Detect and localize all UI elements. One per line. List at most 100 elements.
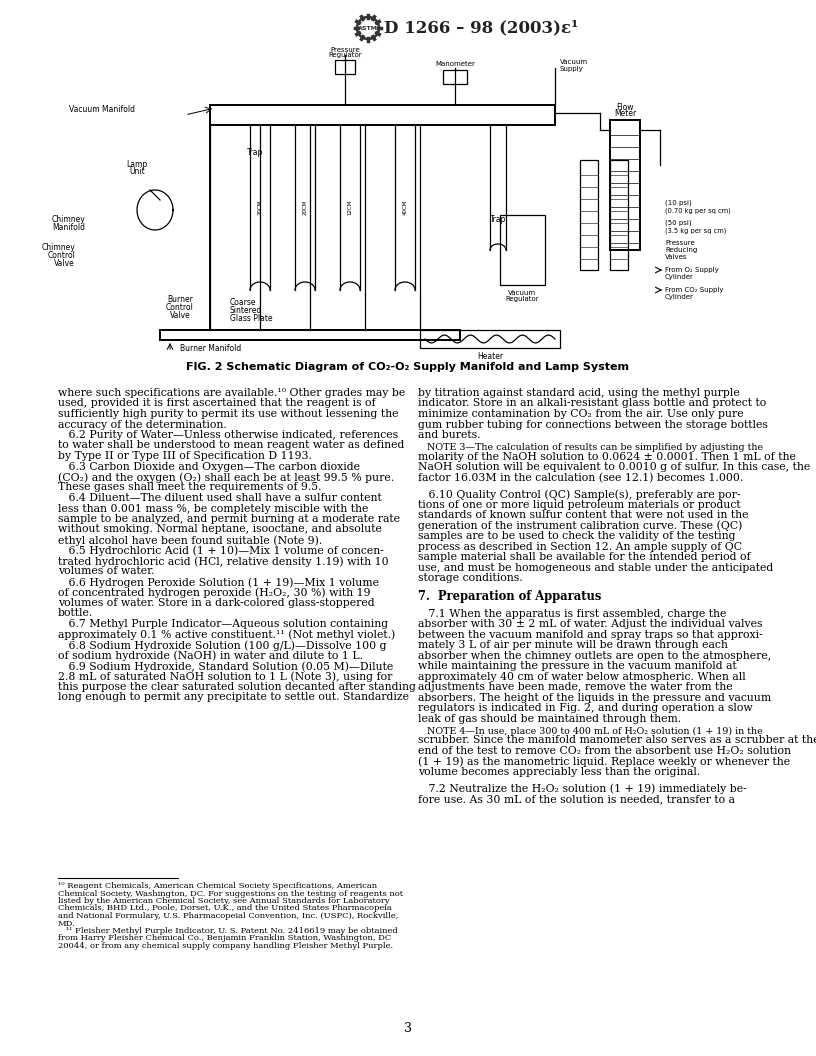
Text: of concentrated hydrogen peroxide (H₂O₂, 30 %) with 19: of concentrated hydrogen peroxide (H₂O₂,… [58, 587, 370, 598]
Text: 6.6 Hydrogen Peroxide Solution (1 + 19)—Mix 1 volume: 6.6 Hydrogen Peroxide Solution (1 + 19)—… [58, 577, 379, 587]
Text: These gases shall meet the requirements of 9.5.: These gases shall meet the requirements … [58, 483, 322, 492]
Text: indicator. Store in an alkali-resistant glass bottle and protect to: indicator. Store in an alkali-resistant … [418, 398, 766, 409]
Text: absorber when the chimney outlets are open to the atmosphere,: absorber when the chimney outlets are op… [418, 650, 771, 661]
Text: where such specifications are available.¹⁰ Other grades may be: where such specifications are available.… [58, 388, 406, 398]
Text: leak of gas should be maintained through them.: leak of gas should be maintained through… [418, 714, 681, 724]
Text: Cylinder: Cylinder [665, 294, 694, 300]
Text: Meter: Meter [614, 109, 636, 118]
Text: accuracy of the determination.: accuracy of the determination. [58, 419, 227, 430]
Text: bottle.: bottle. [58, 608, 93, 619]
Text: Unit: Unit [129, 167, 145, 176]
Bar [335, 60, 355, 74]
Text: 2.8 mL of saturated NaOH solution to 1 L (Note 3), using for: 2.8 mL of saturated NaOH solution to 1 L… [58, 672, 392, 682]
Text: (0.70 kg per sq cm): (0.70 kg per sq cm) [665, 207, 731, 213]
Text: process as described in Section 12. An ample supply of QC: process as described in Section 12. An a… [418, 542, 742, 552]
Text: Chemicals, BHD Ltd., Poole, Dorset, U.K., and the United States Pharmacopeia: Chemicals, BHD Ltd., Poole, Dorset, U.K.… [58, 905, 392, 912]
Text: gum rubber tubing for connections between the storage bottles: gum rubber tubing for connections betwee… [418, 419, 768, 430]
Text: Heater: Heater [477, 352, 503, 361]
Text: (3.5 kg per sq cm): (3.5 kg per sq cm) [665, 227, 726, 233]
Text: standards of known sulfur content that were not used in the: standards of known sulfur content that w… [418, 510, 748, 521]
Text: D 1266 – 98 (2003)ε¹: D 1266 – 98 (2003)ε¹ [384, 19, 579, 37]
Text: Pressure: Pressure [330, 48, 360, 53]
Text: adjustments have been made, remove the water from the: adjustments have been made, remove the w… [418, 682, 733, 693]
Text: Chemical Society, Washington, DC. For suggestions on the testing of reagents not: Chemical Society, Washington, DC. For su… [58, 889, 403, 898]
Text: Control: Control [166, 303, 194, 312]
Text: ASTM: ASTM [358, 25, 378, 31]
Text: Valve: Valve [170, 312, 190, 320]
Text: long enough to permit any precipitate to settle out. Standardize: long enough to permit any precipitate to… [58, 693, 409, 702]
Text: regulators is indicated in Fig. 2, and during operation a slow: regulators is indicated in Fig. 2, and d… [418, 703, 752, 714]
Text: volume becomes appreciably less than the original.: volume becomes appreciably less than the… [418, 767, 700, 777]
Text: NOTE 3—The calculation of results can be simplified by adjusting the: NOTE 3—The calculation of results can be… [418, 442, 763, 452]
Text: while maintaining the pressure in the vacuum manifold at: while maintaining the pressure in the va… [418, 661, 737, 672]
Text: absorber with 30 ± 2 mL of water. Adjust the individual valves: absorber with 30 ± 2 mL of water. Adjust… [418, 620, 762, 629]
Text: 12CM: 12CM [348, 200, 353, 214]
Text: Coarse: Coarse [230, 298, 256, 307]
Text: sample to be analyzed, and permit burning at a moderate rate: sample to be analyzed, and permit burnin… [58, 514, 400, 524]
Text: ¹¹ Fleisher Methyl Purple Indicator, U. S. Patent No. 2416619 may be obtained: ¹¹ Fleisher Methyl Purple Indicator, U. … [58, 927, 397, 935]
Text: volumes of water. Store in a dark-colored glass-stoppered: volumes of water. Store in a dark-colore… [58, 598, 375, 608]
Text: Valves: Valves [665, 254, 688, 260]
Text: minimize contamination by CO₂ from the air. Use only pure: minimize contamination by CO₂ from the a… [418, 409, 743, 419]
Text: use, and must be homogeneous and stable under the anticipated: use, and must be homogeneous and stable … [418, 563, 774, 572]
Text: molarity of the NaOH solution to 0.0624 ± 0.0001. Then 1 mL of the: molarity of the NaOH solution to 0.0624 … [418, 452, 796, 461]
Text: Supply: Supply [560, 65, 583, 72]
Text: Regulator: Regulator [328, 52, 361, 58]
Text: FIG. 2 Schematic Diagram of CO₂-O₂ Supply Manifold and Lamp System: FIG. 2 Schematic Diagram of CO₂-O₂ Suppl… [187, 362, 629, 372]
Bar [420, 329, 560, 348]
Text: of sodium hydroxide (NaOH) in water and dilute to 1 L.: of sodium hydroxide (NaOH) in water and … [58, 650, 363, 661]
Text: Trap: Trap [246, 148, 264, 157]
Text: by titration against standard acid, using the methyl purple: by titration against standard acid, usin… [418, 388, 740, 398]
Text: less than 0.001 mass %, be completely miscible with the: less than 0.001 mass %, be completely mi… [58, 504, 368, 513]
Text: Flow: Flow [616, 103, 634, 112]
Text: end of the test to remove CO₂ from the absorbent use H₂O₂ solution: end of the test to remove CO₂ from the a… [418, 746, 791, 756]
Text: 6.5 Hydrochloric Acid (1 + 10)—Mix 1 volume of concen-: 6.5 Hydrochloric Acid (1 + 10)—Mix 1 vol… [58, 546, 384, 557]
Text: 7.1 When the apparatus is first assembled, charge the: 7.1 When the apparatus is first assemble… [418, 609, 726, 619]
Text: (50 psi): (50 psi) [665, 220, 692, 226]
Text: ¹⁰ Reagent Chemicals, American Chemical Society Specifications, American: ¹⁰ Reagent Chemicals, American Chemical … [58, 882, 377, 890]
Bar [500, 215, 545, 285]
Text: Regulator: Regulator [506, 296, 539, 302]
Text: 6.9 Sodium Hydroxide, Standard Solution (0.05 M)—Dilute: 6.9 Sodium Hydroxide, Standard Solution … [58, 661, 393, 672]
Text: factor 16.03M in the calculation (see 12.1) becomes 1.000.: factor 16.03M in the calculation (see 12… [418, 472, 743, 483]
Text: Burner Manifold: Burner Manifold [180, 344, 242, 353]
Text: samples are to be used to check the validity of the testing: samples are to be used to check the vali… [418, 531, 735, 542]
Text: and National Formulary, U.S. Pharmacopeial Convention, Inc. (USPC), Rockville,: and National Formulary, U.S. Pharmacopei… [58, 912, 398, 920]
Text: 20CM: 20CM [303, 200, 308, 214]
Text: NOTE 4—In use, place 300 to 400 mL of H₂O₂ solution (1 + 19) in the: NOTE 4—In use, place 300 to 400 mL of H₂… [418, 727, 763, 736]
Text: between the vacuum manifold and spray traps so that approxi-: between the vacuum manifold and spray tr… [418, 629, 763, 640]
Text: this purpose the clear saturated solution decanted after standing: this purpose the clear saturated solutio… [58, 682, 416, 692]
Text: 6.8 Sodium Hydroxide Solution (100 g/L)—Dissolve 100 g: 6.8 Sodium Hydroxide Solution (100 g/L)—… [58, 640, 387, 650]
Text: 20CM: 20CM [258, 200, 263, 214]
Text: Vacuum Manifold: Vacuum Manifold [69, 105, 135, 113]
Text: used, provided it is first ascertained that the reagent is of: used, provided it is first ascertained t… [58, 398, 375, 409]
Text: mately 3 L of air per minute will be drawn through each: mately 3 L of air per minute will be dra… [418, 640, 728, 650]
Text: 6.2 Purity of Water—Unless otherwise indicated, references: 6.2 Purity of Water—Unless otherwise ind… [58, 430, 398, 440]
Text: Chimney: Chimney [42, 244, 75, 252]
Text: 40CM: 40CM [402, 200, 407, 214]
Text: sample material shall be available for the intended period of: sample material shall be available for t… [418, 552, 751, 562]
Text: ethyl alcohol have been found suitable (Note 9).: ethyl alcohol have been found suitable (… [58, 535, 322, 546]
Text: Glass Plate: Glass Plate [230, 314, 273, 323]
Text: Trap: Trap [490, 215, 506, 225]
Text: Vacuum: Vacuum [508, 290, 537, 296]
Text: From CO₂ Supply: From CO₂ Supply [665, 287, 724, 293]
Text: Sintered: Sintered [230, 306, 262, 315]
Text: Vacuum: Vacuum [560, 59, 588, 65]
Text: Manometer: Manometer [435, 61, 475, 67]
Text: 7.2 Neutralize the H₂O₂ solution (1 + 19) immediately be-: 7.2 Neutralize the H₂O₂ solution (1 + 19… [418, 784, 747, 794]
Text: 6.4 Diluent—The diluent used shall have a sulfur content: 6.4 Diluent—The diluent used shall have … [58, 493, 382, 503]
Text: without smoking. Normal heptane, isooctane, and absolute: without smoking. Normal heptane, isoocta… [58, 525, 382, 534]
Text: absorbers. The height of the liquids in the pressure and vacuum: absorbers. The height of the liquids in … [418, 693, 771, 703]
Text: 6.3 Carbon Dioxide and Oxygen—The carbon dioxide: 6.3 Carbon Dioxide and Oxygen—The carbon… [58, 461, 360, 471]
Text: 7.  Preparation of Apparatus: 7. Preparation of Apparatus [418, 590, 601, 603]
Text: storage conditions.: storage conditions. [418, 573, 522, 583]
Bar [610, 161, 628, 270]
Text: to water shall be understood to mean reagent water as defined: to water shall be understood to mean rea… [58, 440, 405, 451]
Text: Burner: Burner [167, 295, 193, 304]
Text: sufficiently high purity to permit its use without lessening the: sufficiently high purity to permit its u… [58, 409, 398, 419]
Text: 6.7 Methyl Purple Indicator—Aqueous solution containing: 6.7 Methyl Purple Indicator—Aqueous solu… [58, 619, 388, 629]
Text: Control: Control [47, 251, 75, 261]
Text: NaOH solution will be equivalent to 0.0010 g of sulfur. In this case, the: NaOH solution will be equivalent to 0.00… [418, 463, 810, 472]
Text: From O₂ Supply: From O₂ Supply [665, 267, 719, 274]
